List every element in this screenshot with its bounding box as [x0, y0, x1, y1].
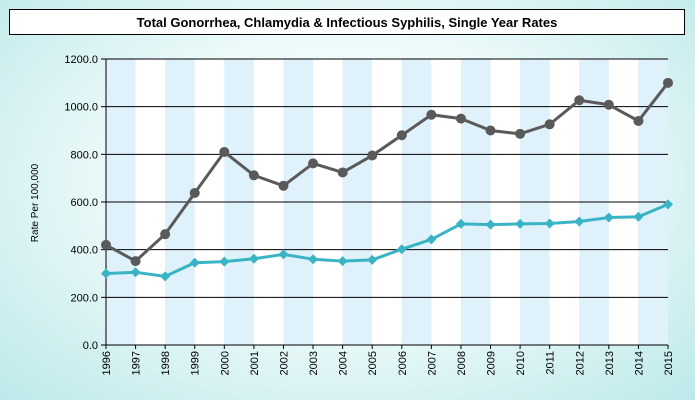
x-tick-label: 2004 [338, 351, 350, 375]
series-2 [101, 199, 673, 282]
data-point [219, 256, 230, 267]
data-point [189, 187, 200, 198]
data-point [663, 77, 673, 88]
data-point [337, 167, 348, 178]
data-point [574, 95, 585, 106]
data-point [426, 109, 437, 120]
x-tick-label: 2015 [663, 351, 675, 375]
x-tick-labels: 1996 1997 1998 1999 2000 2001 2002 2003 2004 2005… [101, 345, 675, 375]
data-point [603, 212, 614, 223]
x-tick-label: 2008 [456, 351, 468, 375]
data-point [633, 211, 644, 222]
data-point [574, 216, 585, 227]
data-point [308, 158, 319, 169]
series-line [105, 81, 670, 263]
data-point [278, 180, 289, 191]
data-point [455, 113, 466, 124]
data-point [396, 130, 407, 141]
series-line [105, 202, 669, 278]
data-point [367, 254, 378, 265]
data-point [455, 218, 466, 229]
chart-title: Total Gonorrhea, Chlamydia & Infectious … [9, 9, 685, 35]
data-point [101, 268, 111, 279]
data-point [248, 170, 259, 181]
data-point [278, 249, 289, 260]
y-tick-label: 800.0 [70, 149, 98, 161]
data-point [101, 239, 111, 250]
y-tick-labels: 0.0 200.0 400.0 600.0 800.0 1000.0 1200.0 [64, 54, 98, 352]
y-tick-label: 1200.0 [64, 54, 98, 66]
data-point [544, 119, 555, 130]
data-point [160, 229, 171, 240]
data-point [485, 125, 496, 136]
x-tick-label: 1999 [190, 351, 202, 375]
data-point [633, 115, 644, 126]
x-tick-label: 2003 [308, 351, 320, 375]
x-tick-label: 2002 [278, 351, 290, 375]
x-tick-label: 2010 [515, 351, 527, 375]
x-tick-label: 2006 [397, 351, 409, 375]
data-point [515, 128, 526, 139]
x-tick-label: 2001 [249, 351, 261, 375]
y-tick-label: 600.0 [70, 197, 98, 209]
x-tick-label: 1998 [160, 351, 172, 375]
x-tick-label: 1996 [101, 351, 113, 375]
x-tick-label: 2013 [604, 351, 616, 375]
data-point [367, 150, 378, 161]
series-layer [101, 77, 673, 282]
x-tick-label: 2009 [486, 351, 498, 375]
axes [105, 59, 668, 346]
data-point [130, 267, 141, 278]
data-point [219, 146, 230, 157]
x-tick-label: 2012 [574, 351, 586, 375]
data-point [160, 271, 171, 282]
series-1 [101, 77, 673, 267]
y-tick-label: 400.0 [70, 245, 98, 257]
x-tick-label: 2011 [545, 351, 557, 375]
x-tick-label: 1997 [131, 351, 143, 375]
data-point [603, 99, 614, 110]
data-point [130, 256, 141, 267]
x-tick-label: 2005 [367, 351, 379, 375]
data-point [248, 253, 259, 264]
y-tick-label: 1000.0 [64, 102, 98, 114]
x-tick-label: 2014 [633, 351, 645, 375]
data-point [308, 254, 319, 265]
x-tick-label: 2000 [219, 351, 231, 375]
y-tick-label: 200.0 [70, 292, 98, 304]
x-tick-label: 2007 [426, 351, 438, 375]
data-point [337, 256, 348, 267]
data-point [396, 244, 407, 255]
y-tick-label: 0.0 [83, 340, 98, 352]
y-axis-title: Rate Per 100,000 [30, 163, 41, 242]
data-point [663, 199, 673, 210]
data-point [515, 218, 526, 229]
data-point [544, 218, 555, 229]
data-point [485, 219, 496, 230]
data-point [189, 257, 200, 268]
data-point [426, 234, 437, 245]
